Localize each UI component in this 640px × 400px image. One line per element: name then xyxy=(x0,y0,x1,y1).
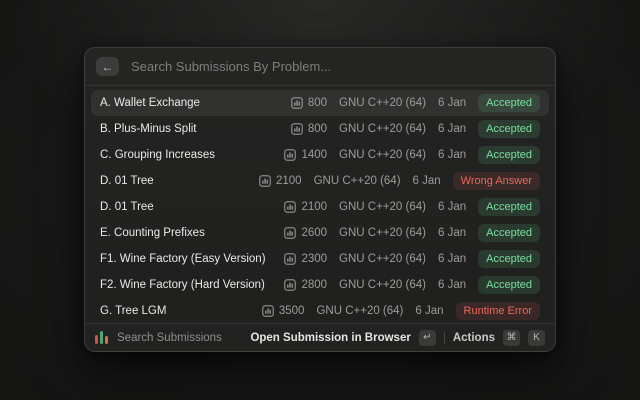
rating-group: 2100 xyxy=(284,201,327,213)
k-key-icon: K xyxy=(528,329,545,346)
row-meta: 3500 GNU C++20 (64) 6 Jan Runtime Error xyxy=(262,302,540,320)
bar-chart-icon xyxy=(284,227,297,239)
row-rating: 2100 xyxy=(301,201,328,213)
status-badge: Accepted xyxy=(478,276,540,294)
footer-divider xyxy=(443,331,445,344)
status-badge: Accepted xyxy=(478,146,540,164)
rating-group: 3500 xyxy=(262,305,305,317)
command-palette-window: ← A. Wallet Exchange 800 GNU C++20 (64) … xyxy=(84,47,556,352)
return-key-icon: ↵ xyxy=(418,329,436,346)
row-rating: 800 xyxy=(307,123,328,135)
rating-group: 2100 xyxy=(259,175,302,187)
submission-list: A. Wallet Exchange 800 GNU C++20 (64) 6 … xyxy=(85,86,555,323)
row-rating: 2800 xyxy=(301,279,328,291)
row-meta: 1400 GNU C++20 (64) 6 Jan Accepted xyxy=(284,146,540,164)
search-bar: ← xyxy=(85,48,555,86)
footer-actions: Open Submission in Browser ↵ Actions ⌘ K xyxy=(250,329,545,346)
row-date: 6 Jan xyxy=(437,227,467,239)
row-compiler: GNU C++20 (64) xyxy=(316,305,404,317)
submission-row[interactable]: F1. Wine Factory (Easy Version) 2300 GNU… xyxy=(91,246,549,272)
actions-button[interactable]: Actions xyxy=(452,331,495,344)
submission-row[interactable]: F2. Wine Factory (Hard Version) 2800 GNU… xyxy=(91,272,549,298)
row-date: 6 Jan xyxy=(437,201,467,213)
bar-chart-icon xyxy=(284,253,297,265)
row-title: D. 01 Tree xyxy=(100,175,154,187)
row-title: E. Counting Prefixes xyxy=(100,227,205,239)
row-meta: 2300 GNU C++20 (64) 6 Jan Accepted xyxy=(284,250,540,268)
row-title: F1. Wine Factory (Easy Version) xyxy=(100,253,266,265)
rating-group: 2300 xyxy=(284,253,327,265)
row-compiler: GNU C++20 (64) xyxy=(339,253,426,265)
row-compiler: GNU C++20 (64) xyxy=(339,149,426,161)
row-date: 6 Jan xyxy=(437,253,467,265)
submissions-bar-chart-icon xyxy=(95,331,108,344)
bar-chart-icon xyxy=(284,201,297,213)
row-title: D. 01 Tree xyxy=(100,201,154,213)
row-title: F2. Wine Factory (Hard Version) xyxy=(100,279,265,291)
primary-action-button[interactable]: Open Submission in Browser xyxy=(250,331,411,344)
bar-chart-icon xyxy=(291,123,303,135)
row-title: A. Wallet Exchange xyxy=(100,97,200,109)
submission-row[interactable]: A. Wallet Exchange 800 GNU C++20 (64) 6 … xyxy=(91,90,549,116)
bar-chart-icon xyxy=(284,149,297,161)
status-badge: Wrong Answer xyxy=(452,172,540,190)
row-rating: 2600 xyxy=(301,227,328,239)
command-key-icon: ⌘ xyxy=(503,329,520,346)
status-badge: Accepted xyxy=(478,120,540,138)
row-title: C. Grouping Increases xyxy=(100,149,216,161)
row-meta: 2100 GNU C++20 (64) 6 Jan Wrong Answer xyxy=(259,172,540,190)
status-badge: Runtime Error xyxy=(455,302,540,320)
row-rating: 1400 xyxy=(301,149,328,161)
row-meta: 800 GNU C++20 (64) 6 Jan Accepted xyxy=(291,120,540,138)
bar-chart-icon xyxy=(284,279,297,291)
submission-row[interactable]: B. Plus-Minus Split 800 GNU C++20 (64) 6… xyxy=(91,116,549,142)
status-badge: Accepted xyxy=(478,94,540,112)
row-compiler: GNU C++20 (64) xyxy=(339,279,426,291)
bar-chart-icon xyxy=(262,305,274,317)
status-badge: Accepted xyxy=(478,224,540,242)
row-compiler: GNU C++20 (64) xyxy=(339,123,426,135)
status-badge: Accepted xyxy=(478,198,540,216)
back-button[interactable]: ← xyxy=(96,57,119,76)
bar-chart-icon xyxy=(291,97,303,109)
row-compiler: GNU C++20 (64) xyxy=(339,227,426,239)
submission-row[interactable]: C. Grouping Increases 1400 GNU C++20 (64… xyxy=(91,142,549,168)
row-compiler: GNU C++20 (64) xyxy=(339,201,426,213)
rating-group: 800 xyxy=(291,123,327,135)
submission-row[interactable]: G. Tree LGM 3500 GNU C++20 (64) 6 Jan Ru… xyxy=(91,298,549,323)
row-meta: 2600 GNU C++20 (64) 6 Jan Accepted xyxy=(284,224,540,242)
row-title: B. Plus-Minus Split xyxy=(100,123,197,135)
rating-group: 2600 xyxy=(284,227,327,239)
row-title: G. Tree LGM xyxy=(100,305,167,317)
submission-row[interactable]: D. 01 Tree 2100 GNU C++20 (64) 6 Jan Wro… xyxy=(91,168,549,194)
bar-chart-icon xyxy=(259,175,271,187)
row-compiler: GNU C++20 (64) xyxy=(339,97,426,109)
rating-group: 1400 xyxy=(284,149,327,161)
row-rating: 2300 xyxy=(301,253,328,265)
row-compiler: GNU C++20 (64) xyxy=(313,175,401,187)
row-meta: 2800 GNU C++20 (64) 6 Jan Accepted xyxy=(284,276,540,294)
row-date: 6 Jan xyxy=(437,149,467,161)
rating-group: 2800 xyxy=(284,279,327,291)
row-rating: 2100 xyxy=(276,175,302,187)
submission-row[interactable]: D. 01 Tree 2100 GNU C++20 (64) 6 Jan Acc… xyxy=(91,194,549,220)
row-date: 6 Jan xyxy=(412,175,441,187)
row-meta: 800 GNU C++20 (64) 6 Jan Accepted xyxy=(291,94,540,112)
row-date: 6 Jan xyxy=(437,279,467,291)
footer-bar: Search Submissions Open Submission in Br… xyxy=(85,323,555,351)
status-badge: Accepted xyxy=(478,250,540,268)
row-date: 6 Jan xyxy=(437,97,467,109)
submission-row[interactable]: E. Counting Prefixes 2600 GNU C++20 (64)… xyxy=(91,220,549,246)
rating-group: 800 xyxy=(291,97,327,109)
row-date: 6 Jan xyxy=(415,305,444,317)
row-meta: 2100 GNU C++20 (64) 6 Jan Accepted xyxy=(284,198,540,216)
back-arrow-icon: ← xyxy=(101,59,114,74)
search-input[interactable] xyxy=(129,58,544,75)
row-rating: 3500 xyxy=(278,305,305,317)
row-date: 6 Jan xyxy=(437,123,467,135)
row-rating: 800 xyxy=(307,97,328,109)
footer-app-label: Search Submissions xyxy=(117,331,222,344)
